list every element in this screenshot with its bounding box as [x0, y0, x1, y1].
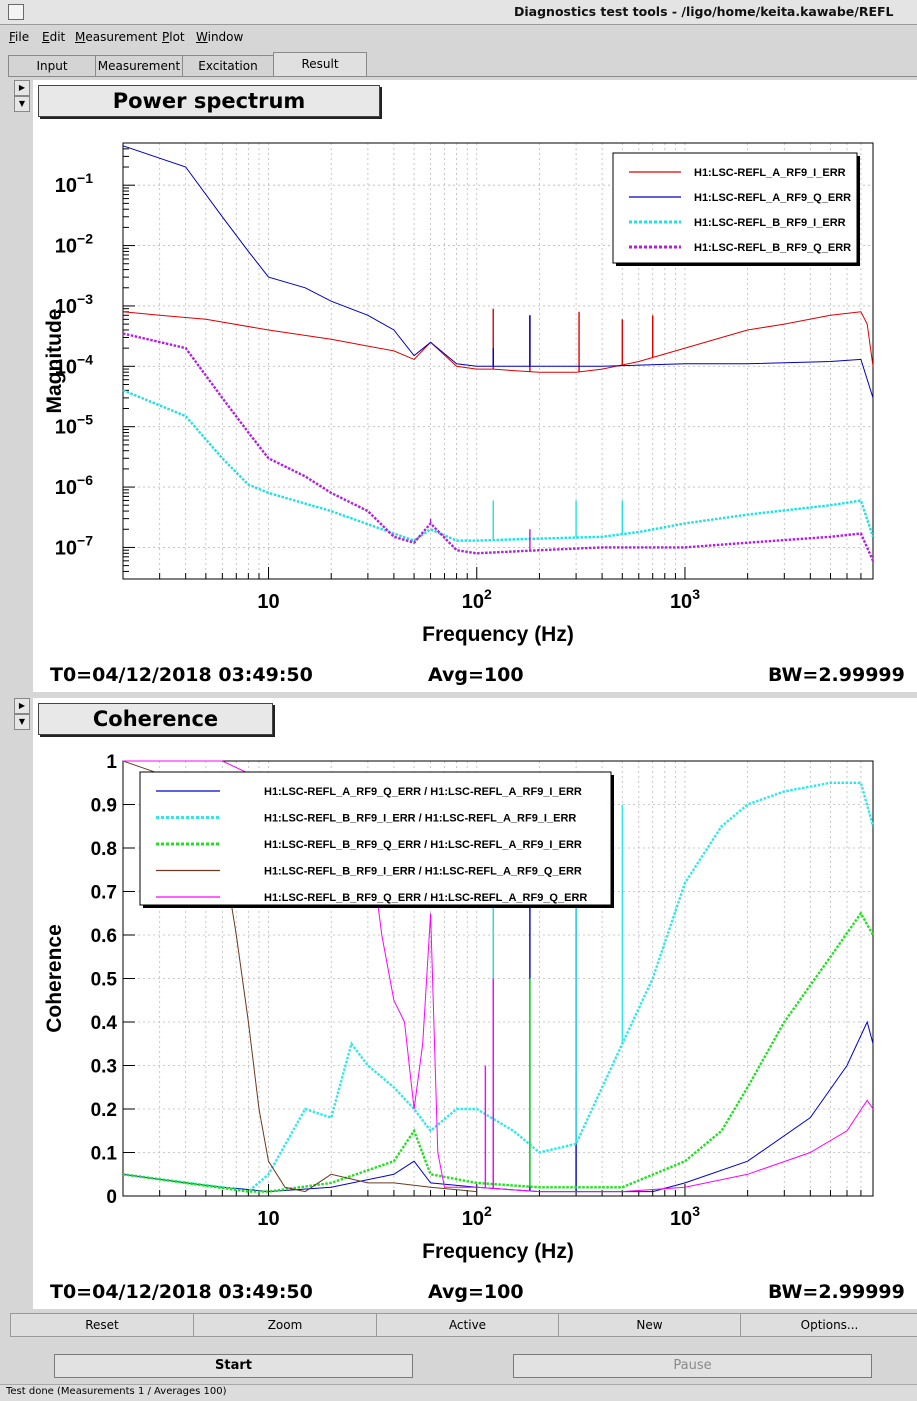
legend-entry: H1:LSC-REFL_B_RF9_Q_ERR / H1:LSC-REFL_A_…	[264, 892, 587, 904]
menu-measurement[interactable]: Measurement	[75, 30, 158, 44]
y-tick-label: 10−5	[55, 412, 93, 439]
pad1-expand-right-icon[interactable]: ▶	[14, 80, 30, 96]
window-menu-icon[interactable]	[8, 4, 24, 20]
coherence-pad: Coherence 10 102 103 0 0.1 0.2 0.3 0.4 0.5 0.6 0.7…	[33, 698, 917, 1309]
series-line-0	[122, 1020, 874, 1193]
tab-divider	[8, 76, 917, 77]
window-title: Diagnostics test tools - /ligo/home/keit…	[514, 4, 894, 19]
y-tick-label: 0.6	[91, 926, 117, 947]
t0-label: T0=04/12/2018 03:49:50	[50, 1281, 313, 1303]
legend-entry: H1:LSC-REFL_A_RF9_Q_ERR / H1:LSC-REFL_A_…	[264, 786, 582, 798]
series-line-0	[122, 311, 874, 373]
x-tick-label: 102	[462, 586, 492, 613]
legend-entry: H1:LSC-REFL_B_RF9_I_ERR / H1:LSC-REFL_A_…	[264, 813, 576, 825]
y-tick-label: 0.3	[91, 1057, 117, 1078]
tab-input[interactable]: Input	[8, 55, 96, 76]
series-line-1	[122, 145, 874, 399]
series-line-2	[122, 389, 875, 542]
tab-excitation[interactable]: Excitation	[182, 55, 274, 76]
y-tick-label: 10−2	[55, 231, 93, 258]
status-bar: Test done (Measurements 1 / Averages 100…	[0, 1384, 917, 1401]
y-tick-label: 0.7	[91, 883, 117, 904]
coherence-title: Coherence	[38, 703, 273, 735]
y-axis-label: Coherence	[43, 924, 66, 1033]
series-line-2	[122, 911, 875, 1193]
status-text: Test done (Measurements 1 / Averages 100…	[6, 1386, 227, 1397]
y-tick-label: 0.8	[91, 839, 117, 860]
legend-entry: H1:LSC-REFL_B_RF9_Q_ERR / H1:LSC-REFL_A_…	[264, 839, 582, 851]
legend-entry: H1:LSC-REFL_B_RF9_Q_ERR	[694, 242, 851, 254]
y-tick-label: 0.4	[91, 1013, 118, 1034]
legend-box	[612, 152, 858, 264]
y-tick-label: 1	[106, 752, 117, 773]
y-tick-label: 0	[106, 1187, 117, 1208]
menu-window[interactable]: Window	[196, 30, 244, 44]
avg-label: Avg=100	[428, 1281, 524, 1303]
plot-frame	[122, 760, 874, 1197]
series-line-1	[122, 781, 875, 1193]
tab-result[interactable]: Result	[273, 52, 367, 77]
coherence-chart[interactable]: 10 102 103 0 0.1 0.2 0.3 0.4 0.5 0.6 0.7 0.8 0.9 1 Fre…	[33, 698, 917, 1309]
x-axis-label: Frequency (Hz)	[422, 1240, 574, 1263]
y-tick-label: 0.1	[91, 1144, 118, 1165]
y-tick-label: 10−1	[55, 170, 93, 197]
legend-entry: H1:LSC-REFL_B_RF9_I_ERR	[694, 217, 846, 229]
y-tick-label: 0.9	[91, 796, 117, 817]
pad1-expand-down-icon[interactable]: ▼	[14, 96, 30, 112]
power-spectrum-pad: Power spectrum 10 102 103 10−7 10−6 10−5 10−4 1…	[33, 80, 917, 692]
zoom-button[interactable]: Zoom	[193, 1313, 377, 1337]
pad2-expand-down-icon[interactable]: ▼	[14, 714, 30, 730]
y-tick-label: 10−7	[55, 532, 93, 559]
pause-button[interactable]: Pause	[513, 1354, 872, 1378]
t0-label: T0=04/12/2018 03:49:50	[50, 664, 313, 686]
legend-entry: H1:LSC-REFL_A_RF9_Q_ERR	[694, 192, 851, 204]
power-spectrum-chart[interactable]: 10 102 10310−710−610−510−410−310−210−1Freq…	[33, 80, 917, 692]
y-tick-label: 10−6	[55, 472, 93, 499]
active-button[interactable]: Active	[376, 1313, 559, 1337]
tab-measurement[interactable]: Measurement	[95, 55, 183, 76]
x-tick-label: 10	[257, 1208, 279, 1230]
y-axis-label: Magnitude	[43, 309, 66, 414]
x-tick-label: 103	[670, 1203, 700, 1230]
legend-entry: H1:LSC-REFL_A_RF9_I_ERR	[694, 167, 846, 179]
pad2-expand-right-icon[interactable]: ▶	[14, 698, 30, 714]
series-line-3	[122, 332, 875, 562]
legend-entry: H1:LSC-REFL_B_RF9_I_ERR / H1:LSC-REFL_A_…	[264, 866, 582, 878]
x-tick-label: 102	[462, 1203, 492, 1230]
options-button[interactable]: Options...	[740, 1313, 917, 1337]
x-axis-label: Frequency (Hz)	[422, 623, 574, 646]
x-tick-label: 10	[257, 591, 279, 613]
power-spectrum-title: Power spectrum	[38, 85, 380, 117]
y-tick-label: 0.5	[91, 970, 118, 991]
menu-edit[interactable]: Edit	[42, 30, 66, 44]
menu-bar: File Edit Measurement Plot Window	[0, 27, 917, 49]
legend-box	[139, 771, 612, 906]
bw-label: BW=2.99999	[768, 664, 905, 686]
menu-file[interactable]: File	[9, 30, 30, 44]
avg-label: Avg=100	[428, 664, 524, 686]
reset-button[interactable]: Reset	[10, 1313, 194, 1337]
bw-label: BW=2.99999	[768, 1281, 905, 1303]
new-button[interactable]: New	[558, 1313, 741, 1337]
plot-control-bar: Reset Zoom Active New Options...	[0, 1313, 917, 1337]
menu-plot[interactable]: Plot	[162, 30, 185, 44]
title-bar: Diagnostics test tools - /ligo/home/keit…	[0, 0, 917, 25]
start-button[interactable]: Start	[54, 1354, 413, 1378]
y-tick-label: 0.2	[91, 1100, 117, 1121]
x-tick-label: 103	[670, 586, 700, 613]
plot-frame	[122, 142, 874, 580]
